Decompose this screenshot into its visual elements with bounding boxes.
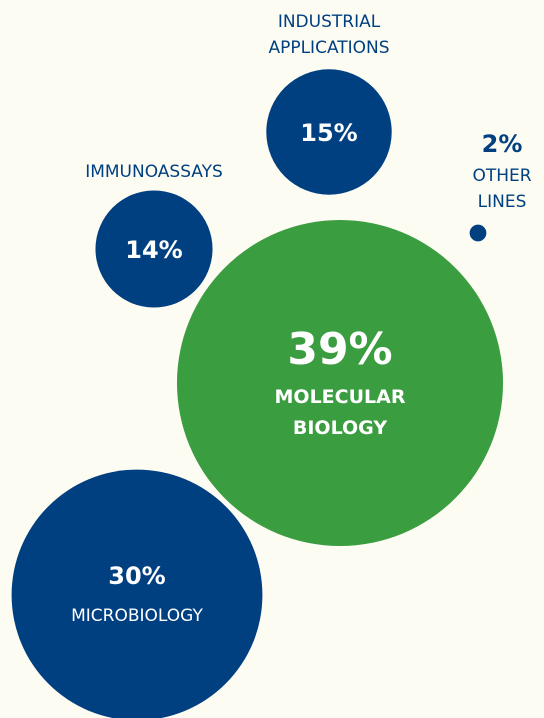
category-label: INDUSTRIAL APPLICATIONS [268, 12, 389, 58]
value-label: 2% [482, 130, 523, 158]
bubble [266, 69, 392, 195]
category-label-line: MICROBIOLOGY [71, 606, 203, 626]
category-label: MOLECULAR BIOLOGY [275, 386, 406, 439]
value-label: 14% [125, 236, 182, 264]
category-label: MICROBIOLOGY [71, 606, 203, 626]
category-label: OTHER LINES [472, 166, 531, 212]
category-label-line: LINES [478, 192, 527, 212]
category-label-line: INDUSTRIAL [278, 12, 381, 32]
category-label: IMMUNOASSAYS [85, 162, 223, 182]
category-label-line: APPLICATIONS [268, 38, 389, 58]
category-label-line: MOLECULAR [275, 386, 406, 408]
category-label-line: BIOLOGY [293, 417, 387, 439]
value-label: 39% [287, 324, 392, 375]
bubble [95, 190, 213, 308]
bubble [469, 224, 487, 242]
value-label: 30% [108, 562, 165, 590]
category-label-line: IMMUNOASSAYS [85, 162, 223, 182]
bubble [176, 219, 504, 547]
bubble [11, 469, 263, 718]
value-label: 15% [300, 119, 357, 147]
category-label-line: OTHER [472, 166, 531, 186]
